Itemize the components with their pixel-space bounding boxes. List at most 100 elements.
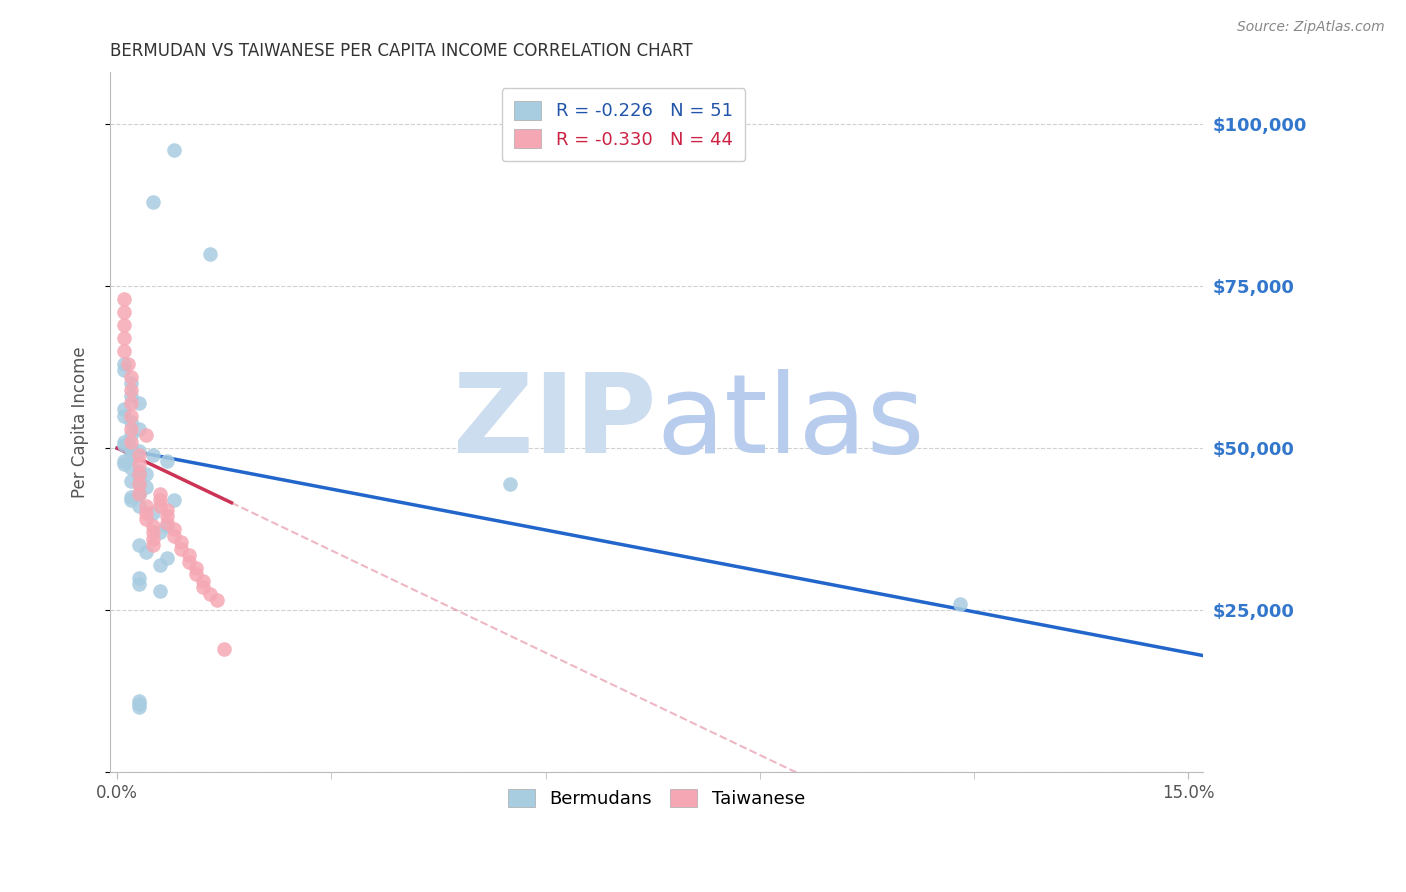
Point xyxy=(121,448,143,462)
Point xyxy=(121,370,143,384)
Point xyxy=(128,577,150,591)
Point xyxy=(191,581,214,595)
Point xyxy=(135,428,157,442)
Point xyxy=(128,500,150,514)
Point xyxy=(121,474,143,488)
Point xyxy=(121,460,143,475)
Point xyxy=(163,493,186,508)
Point xyxy=(163,528,186,542)
Point xyxy=(117,357,139,371)
Text: atlas: atlas xyxy=(657,368,925,475)
Point xyxy=(135,480,157,494)
Point xyxy=(112,458,135,472)
Point xyxy=(128,476,150,491)
Point xyxy=(128,697,150,711)
Point xyxy=(121,428,143,442)
Point xyxy=(121,415,143,429)
Text: Source: ZipAtlas.com: Source: ZipAtlas.com xyxy=(1237,20,1385,34)
Point xyxy=(135,467,157,481)
Point xyxy=(156,454,179,468)
Point xyxy=(128,470,150,484)
Point xyxy=(112,343,135,358)
Point xyxy=(128,571,150,585)
Point xyxy=(128,538,150,552)
Point xyxy=(121,490,143,504)
Point xyxy=(112,305,135,319)
Point xyxy=(163,143,186,157)
Point xyxy=(499,476,522,491)
Point xyxy=(135,512,157,526)
Point xyxy=(156,502,179,516)
Text: BERMUDAN VS TAIWANESE PER CAPITA INCOME CORRELATION CHART: BERMUDAN VS TAIWANESE PER CAPITA INCOME … xyxy=(110,42,693,60)
Point xyxy=(121,376,143,391)
Point xyxy=(112,331,135,345)
Point xyxy=(149,486,172,500)
Point xyxy=(149,558,172,572)
Point xyxy=(128,464,150,478)
Point xyxy=(128,486,150,500)
Point xyxy=(121,450,143,465)
Point xyxy=(112,292,135,306)
Point xyxy=(128,486,150,500)
Point xyxy=(149,583,172,598)
Point xyxy=(156,551,179,566)
Point xyxy=(128,422,150,436)
Point xyxy=(128,458,150,472)
Point xyxy=(128,448,150,462)
Point xyxy=(177,548,200,562)
Point xyxy=(170,535,193,549)
Point xyxy=(156,516,179,530)
Point xyxy=(135,506,157,520)
Point xyxy=(135,500,157,514)
Text: ZIP: ZIP xyxy=(453,368,657,475)
Point xyxy=(142,506,165,520)
Point xyxy=(214,642,236,657)
Point xyxy=(112,434,135,449)
Point xyxy=(128,467,150,481)
Point xyxy=(949,597,972,611)
Point xyxy=(112,438,135,452)
Point xyxy=(135,545,157,559)
Point xyxy=(184,561,207,575)
Point xyxy=(128,700,150,714)
Point xyxy=(191,574,214,588)
Point xyxy=(156,519,179,533)
Point xyxy=(142,194,165,209)
Point xyxy=(142,525,165,540)
Point xyxy=(184,567,207,582)
Point xyxy=(112,402,135,417)
Point xyxy=(128,396,150,410)
Point xyxy=(198,247,221,261)
Point xyxy=(149,500,172,514)
Point xyxy=(149,525,172,540)
Point xyxy=(121,396,143,410)
Point xyxy=(112,318,135,332)
Point xyxy=(112,409,135,423)
Point xyxy=(142,532,165,546)
Y-axis label: Per Capita Income: Per Capita Income xyxy=(72,346,89,498)
Point xyxy=(121,434,143,449)
Point xyxy=(163,522,186,536)
Point xyxy=(128,694,150,708)
Point xyxy=(128,476,150,491)
Point xyxy=(112,357,135,371)
Point xyxy=(205,593,228,607)
Point xyxy=(156,509,179,524)
Point xyxy=(128,444,150,458)
Point xyxy=(121,422,143,436)
Point xyxy=(121,389,143,403)
Point xyxy=(142,448,165,462)
Point xyxy=(142,538,165,552)
Point xyxy=(121,383,143,397)
Point xyxy=(121,409,143,423)
Legend: Bermudans, Taiwanese: Bermudans, Taiwanese xyxy=(501,781,813,815)
Point xyxy=(198,587,221,601)
Point xyxy=(112,363,135,377)
Point xyxy=(170,541,193,556)
Point xyxy=(142,519,165,533)
Point xyxy=(177,555,200,569)
Point xyxy=(121,441,143,455)
Point xyxy=(149,493,172,508)
Point xyxy=(128,486,150,500)
Point xyxy=(121,493,143,508)
